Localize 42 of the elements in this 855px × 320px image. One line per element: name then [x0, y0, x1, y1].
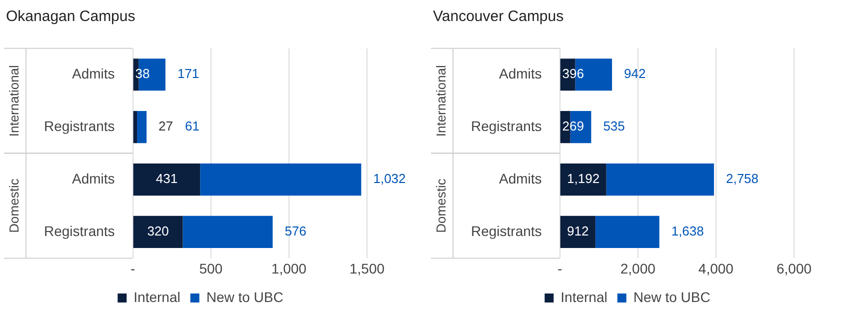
data-label: 1,192	[567, 171, 600, 186]
data-label: 320	[147, 224, 169, 239]
y-tick-label: Admits	[499, 170, 542, 186]
y-tick-label: Registrants	[44, 118, 115, 134]
chart-title: Okanagan Campus	[6, 8, 136, 27]
data-label: 535	[603, 118, 625, 134]
x-tick-label: 1,000	[271, 260, 307, 276]
data-label: 431	[156, 171, 178, 186]
data-label: 576	[284, 224, 306, 239]
data-label: 912	[567, 224, 589, 239]
data-label: 27	[158, 118, 174, 134]
y-tick-label: Admits	[72, 170, 115, 186]
data-label: 171	[177, 66, 200, 82]
x-tick-label: -	[557, 260, 562, 276]
y-tick-label: Registrants	[470, 222, 542, 239]
legend-label: Internal	[560, 288, 608, 305]
data-label: 2,758	[726, 171, 759, 186]
y-tick-label: Registrants	[44, 222, 115, 239]
text: Domestic	[6, 178, 22, 233]
chart-title: Vancouver Campus	[433, 8, 565, 27]
x-tick-label: 2,000	[620, 260, 656, 276]
legend-label: New to UBC	[206, 288, 284, 305]
y-tick-label: Registrants	[470, 118, 542, 134]
y-tick-label: Admits	[499, 65, 542, 82]
text: Domestic	[434, 178, 449, 233]
text: International	[434, 64, 449, 137]
data-label: 942	[624, 66, 646, 82]
data-label: 269	[562, 118, 584, 134]
data-label: 38	[135, 66, 150, 82]
x-tick-label: 4,000	[698, 260, 734, 276]
legend-label: New to UBC	[633, 288, 710, 305]
data-label: 396	[562, 66, 584, 82]
x-tick-label: -	[130, 260, 136, 276]
x-tick-label: 6,000	[776, 260, 812, 276]
data-label: 1,032	[373, 171, 406, 186]
x-tick-label: 1,500	[349, 260, 385, 276]
legend-label: Internal	[134, 288, 180, 305]
data-label: 1,638	[671, 224, 704, 239]
y-tick-label: Admits	[72, 65, 115, 82]
data-label: 61	[185, 118, 200, 134]
x-tick-label: 500	[199, 260, 223, 276]
text: International	[6, 64, 22, 137]
